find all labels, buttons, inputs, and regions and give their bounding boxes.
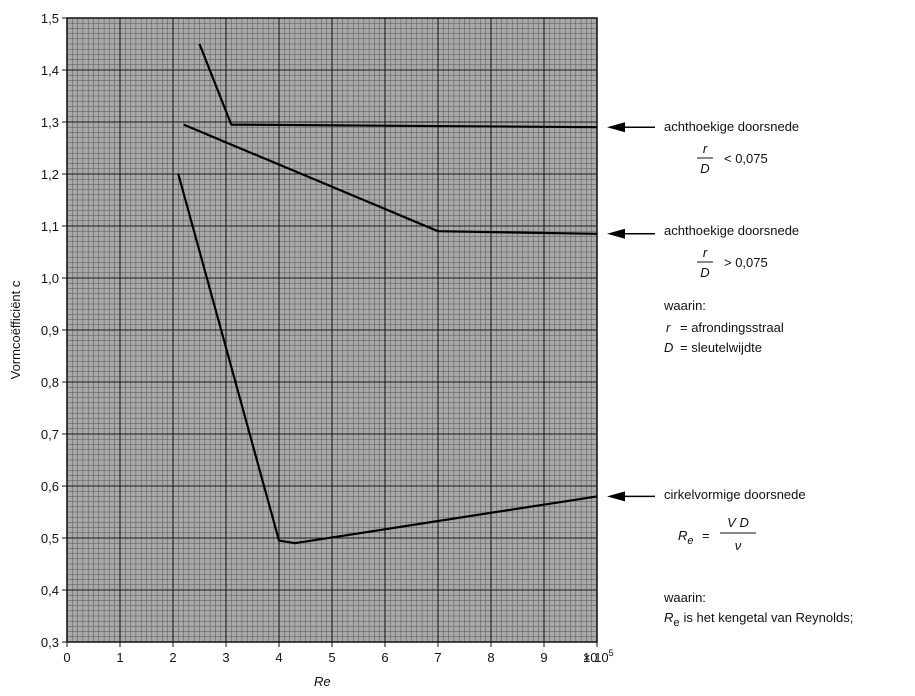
formula-lhs-symbol: R xyxy=(678,528,687,543)
y-tick-label: 0,3 xyxy=(41,635,59,650)
annotation-2-title: achthoekige doorsnede xyxy=(664,223,799,238)
y-axis-title: Vormcoëfficiënt c xyxy=(8,280,23,379)
y-tick-label: 1,5 xyxy=(41,11,59,26)
annotation-2-frac-den: D xyxy=(700,265,709,280)
y-tick-label: 0,6 xyxy=(41,479,59,494)
formula-lhs: Re xyxy=(678,528,694,547)
y-tick-label: 1,2 xyxy=(41,167,59,182)
x-tick-label: 2 xyxy=(169,650,176,665)
x-exponent: 5 xyxy=(609,648,614,658)
y-tick-labels: 0,3 0,4 0,5 0,6 0,7 0,8 0,9 1,0 1,1 1,2 1,3 1,4 1,5 xyxy=(41,11,59,650)
x-tick-label: 7 xyxy=(434,650,441,665)
x-tick-label: 8 xyxy=(487,650,494,665)
legend-re-subscript: e xyxy=(673,617,679,629)
annotation-arrows xyxy=(607,122,655,502)
x-tick-label: 10 xyxy=(583,650,597,665)
annotation-2-relation: > 0,075 xyxy=(724,255,768,270)
x-tick-label: 4 xyxy=(275,650,282,665)
legend-re-line: Re is het kengetal van Reynolds; xyxy=(664,610,853,629)
x-multiplier-text: × 10 xyxy=(583,650,609,665)
y-tick-label: 0,7 xyxy=(41,427,59,442)
y-tick-label: 0,5 xyxy=(41,531,59,546)
formula-denominator: ν xyxy=(735,538,742,553)
x-multiplier: × 105 xyxy=(583,648,614,665)
x-axis-title: Re xyxy=(314,674,331,689)
x-tick-label: 5 xyxy=(328,650,335,665)
legend-re-definition: is het kengetal van Reynolds; xyxy=(684,610,854,625)
series-line-3 xyxy=(177,173,598,545)
series-line-2 xyxy=(183,123,598,235)
x-tick-label: 3 xyxy=(222,650,229,665)
legend-waarin-2: waarin: xyxy=(663,590,706,605)
annotation-1-title: achthoekige doorsnede xyxy=(664,119,799,134)
annotation-1-frac-num: r xyxy=(703,141,708,156)
formula-numerator: V D xyxy=(727,515,749,530)
legend-d-symbol: D xyxy=(664,340,673,355)
annotation-2-frac-num: r xyxy=(703,245,708,260)
x-tick-label: 0 xyxy=(63,650,70,665)
legend-d-definition: = sleutelwijdte xyxy=(680,340,762,355)
formula-lhs-subscript: e xyxy=(687,535,693,547)
legend-r-definition: = afrondingsstraal xyxy=(680,320,784,335)
annotation-arrow-head-3 xyxy=(607,491,625,502)
legend-r-symbol: r xyxy=(666,320,671,335)
y-tick-label: 0,9 xyxy=(41,323,59,338)
x-tick-label: 1 xyxy=(116,650,123,665)
x-tick-label: 6 xyxy=(381,650,388,665)
x-tick-labels: 0 1 2 3 4 5 6 7 8 9 10 xyxy=(63,650,597,665)
annotation-arrow-head-2 xyxy=(607,228,625,239)
annotation-3-title: cirkelvormige doorsnede xyxy=(664,487,806,502)
y-tick-label: 1,1 xyxy=(41,219,59,234)
y-tick-label: 1,0 xyxy=(41,271,59,286)
y-tick-label: 1,4 xyxy=(41,63,59,78)
y-tick-label: 0,4 xyxy=(41,583,59,598)
annotation-arrow-head-1 xyxy=(607,122,625,133)
formula-equals: = xyxy=(702,528,710,543)
series-layer xyxy=(177,43,598,545)
annotation-1-relation: < 0,075 xyxy=(724,151,768,166)
annotation-1-frac-den: D xyxy=(700,161,709,176)
x-tick-label: 9 xyxy=(540,650,547,665)
plot-frame xyxy=(66,17,598,643)
legend-waarin-1: waarin: xyxy=(663,298,706,313)
y-tick-label: 1,3 xyxy=(41,115,59,130)
series-line-1 xyxy=(198,43,598,129)
legend-re-symbol: R xyxy=(664,610,673,625)
y-tick-label: 0,8 xyxy=(41,375,59,390)
